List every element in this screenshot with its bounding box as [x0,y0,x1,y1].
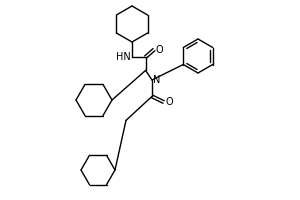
Text: HN: HN [116,52,130,62]
Text: O: O [156,45,163,55]
Text: O: O [165,97,173,107]
Text: N: N [153,75,160,85]
